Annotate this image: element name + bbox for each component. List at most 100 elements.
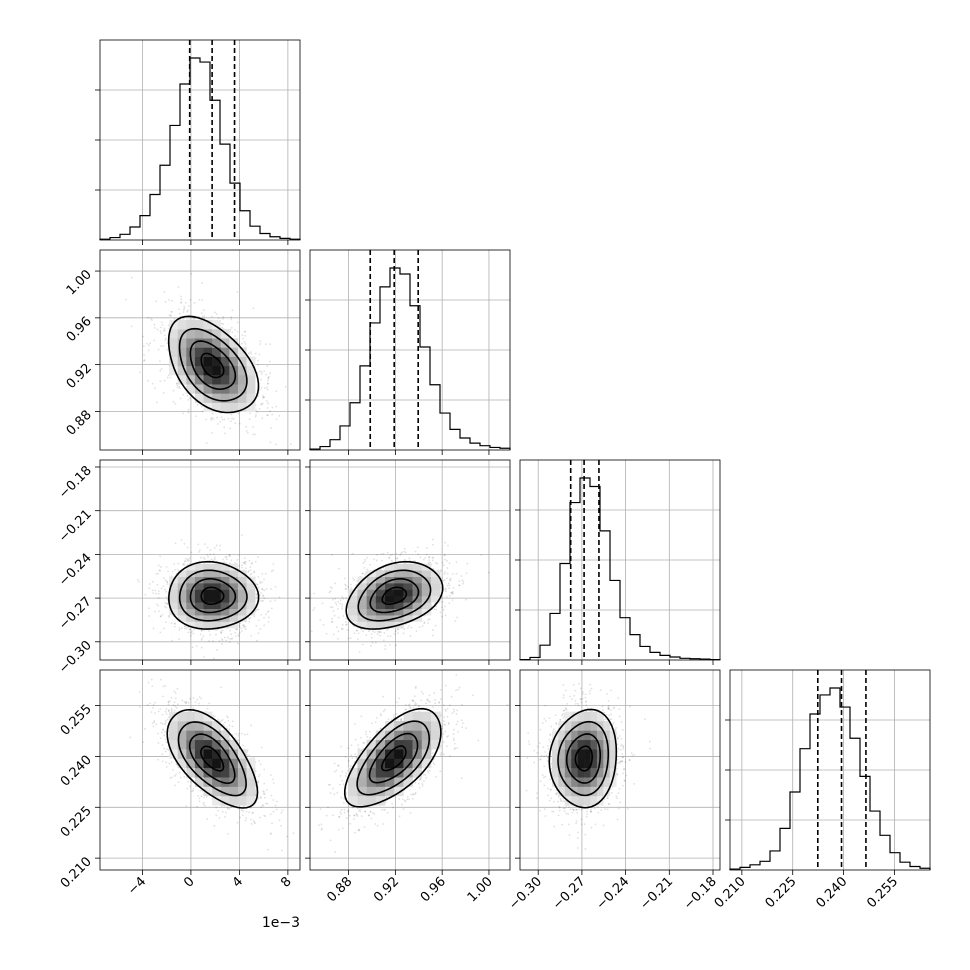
density-cell xyxy=(246,402,256,413)
density-cell xyxy=(366,589,377,597)
sample-point xyxy=(230,326,233,329)
density-cell xyxy=(237,374,247,385)
sample-point xyxy=(202,635,205,638)
sample-point xyxy=(345,597,347,600)
sample-point xyxy=(449,579,452,582)
sample-point xyxy=(446,567,449,569)
sample-point xyxy=(455,572,458,575)
sample-point xyxy=(248,620,251,623)
sample-point xyxy=(244,334,246,337)
density-cell xyxy=(177,347,187,357)
density-cell xyxy=(385,570,395,577)
sample-point xyxy=(265,386,268,389)
sample-point xyxy=(160,332,162,335)
sample-point xyxy=(161,613,164,616)
sample-point xyxy=(214,311,216,314)
density-cell xyxy=(430,595,441,603)
sample-point xyxy=(367,630,370,633)
sample-point xyxy=(251,812,254,815)
density-cell xyxy=(357,621,367,629)
sample-point xyxy=(228,637,231,640)
sample-point xyxy=(431,543,434,546)
sample-point xyxy=(278,414,281,417)
density-cell xyxy=(212,570,222,577)
sample-point xyxy=(176,386,179,389)
sample-point xyxy=(254,415,257,418)
sample-point xyxy=(242,337,244,340)
density-cell xyxy=(194,347,204,357)
density-cell xyxy=(246,365,256,376)
sample-point xyxy=(427,556,430,559)
sample-point xyxy=(284,385,287,388)
sample-point xyxy=(358,650,361,653)
sample-point xyxy=(160,321,163,324)
sample-point xyxy=(190,273,193,275)
sample-point xyxy=(221,639,224,642)
density-cell xyxy=(357,595,367,603)
sample-point xyxy=(155,572,158,575)
sample-point xyxy=(166,583,169,585)
density-cell xyxy=(186,338,196,348)
sample-point xyxy=(451,599,454,601)
density-cell xyxy=(403,615,413,622)
sample-point xyxy=(210,419,213,421)
sample-point xyxy=(448,584,451,587)
sample-point xyxy=(257,556,259,558)
sample-point xyxy=(262,395,264,397)
sample-point xyxy=(157,590,160,593)
sample-point xyxy=(449,578,451,581)
sample-point xyxy=(363,560,366,563)
sample-point xyxy=(213,556,216,559)
sample-point xyxy=(244,343,247,345)
density-cell xyxy=(186,374,196,385)
sample-point xyxy=(415,630,418,633)
sample-point xyxy=(433,608,436,611)
sample-point xyxy=(181,461,183,463)
sample-point xyxy=(422,558,425,561)
sample-point xyxy=(442,608,445,611)
density-cell xyxy=(212,402,222,413)
density-cell xyxy=(385,589,395,597)
density-cell xyxy=(186,602,196,610)
density-cell xyxy=(412,563,423,571)
sample-point xyxy=(234,562,236,565)
sample-point xyxy=(241,814,244,816)
sample-point xyxy=(173,625,176,628)
sample-point xyxy=(373,631,376,633)
sample-point xyxy=(266,388,269,391)
sample-point xyxy=(188,305,190,308)
density-cell xyxy=(177,374,187,385)
sample-point xyxy=(200,405,203,408)
density-cell xyxy=(394,563,404,571)
sample-point xyxy=(266,379,269,382)
sample-point xyxy=(149,342,152,345)
sample-point xyxy=(256,584,259,586)
sample-point xyxy=(443,508,446,511)
sample-point xyxy=(143,359,145,362)
sample-point xyxy=(176,384,179,387)
sample-point xyxy=(386,551,389,554)
density-cell xyxy=(212,319,222,330)
sample-point xyxy=(394,630,397,632)
sample-point xyxy=(152,627,155,630)
sample-point xyxy=(178,312,181,315)
sample-point xyxy=(325,632,328,635)
density-cell xyxy=(394,595,404,603)
sample-point xyxy=(363,573,366,576)
density-cell xyxy=(186,329,196,339)
density-cell xyxy=(385,615,395,622)
sample-point xyxy=(418,626,421,628)
density-cell xyxy=(237,384,247,394)
sample-point xyxy=(159,369,162,372)
density-cell xyxy=(212,589,222,597)
contour-line xyxy=(369,578,420,614)
sample-point xyxy=(401,551,404,554)
sample-point xyxy=(408,624,411,627)
density-cell xyxy=(348,608,358,616)
sample-point xyxy=(160,587,163,590)
sample-point xyxy=(197,543,200,546)
sample-point xyxy=(261,372,263,375)
sample-point xyxy=(166,376,169,379)
sample-point xyxy=(183,564,186,567)
sample-point xyxy=(245,430,248,432)
